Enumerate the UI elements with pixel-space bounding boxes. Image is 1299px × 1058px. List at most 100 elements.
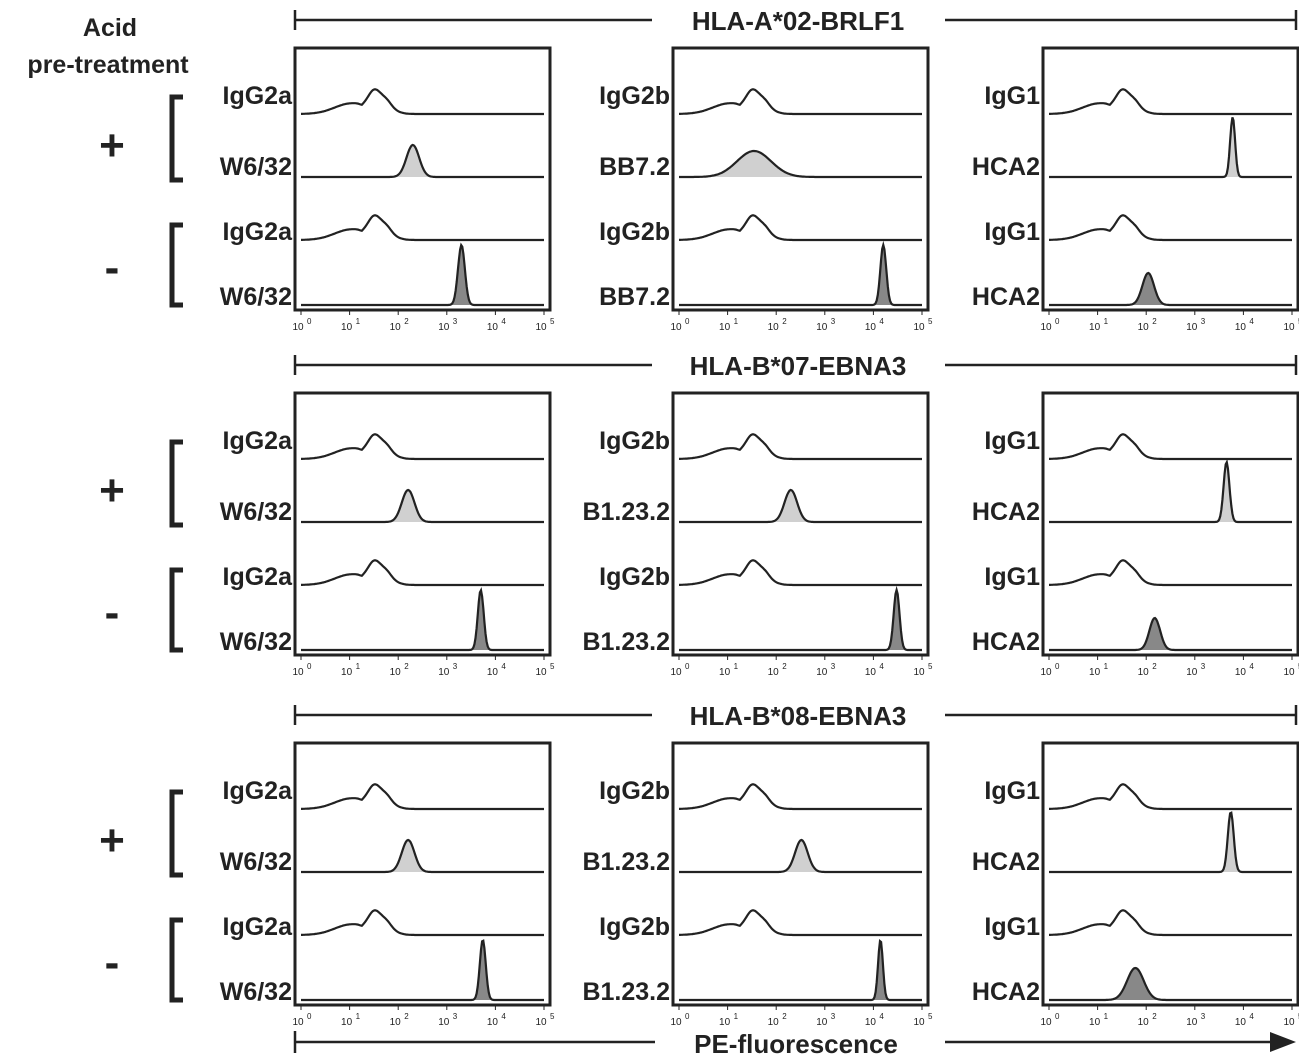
antibody-label: BB7.2 bbox=[599, 283, 670, 311]
acid-plus-histogram bbox=[679, 838, 922, 874]
header-line2: pre-treatment bbox=[27, 51, 189, 79]
acid-plus-histogram-fill bbox=[1049, 117, 1292, 177]
x-tick-label: 10 bbox=[1138, 667, 1150, 678]
x-tick-exponent: 1 bbox=[356, 317, 361, 326]
isotype-label: IgG1 bbox=[984, 218, 1040, 246]
panel-frame bbox=[1041, 741, 1299, 1007]
x-tick-label: 10 bbox=[1283, 667, 1295, 678]
group-title: HLA-A*02-BRLF1 bbox=[692, 6, 904, 36]
x-tick-label: 10 bbox=[1089, 322, 1101, 333]
group-title: HLA-B*08-EBNA3 bbox=[690, 701, 907, 731]
x-axis-label: PE-fluorescence bbox=[694, 1029, 898, 1058]
x-tick-exponent: 1 bbox=[1104, 662, 1109, 671]
acid-minus-histogram-fill bbox=[1049, 968, 1292, 1000]
acid-plus-histogram-fill bbox=[301, 840, 544, 872]
isotype-label: IgG1 bbox=[984, 427, 1040, 455]
x-tick-label: 10 bbox=[1235, 1017, 1247, 1028]
x-tick-label: 10 bbox=[670, 667, 682, 678]
x-tick-exponent: 1 bbox=[1104, 1012, 1109, 1021]
x-tick-label: 10 bbox=[1186, 322, 1198, 333]
isotype-label: IgG2a bbox=[223, 913, 294, 941]
groups-layer: HLA-A*02-BRLF1+-IgG2aW6/32IgG2aW6/321001… bbox=[99, 6, 1299, 1028]
condition-plus-sign: + bbox=[99, 466, 125, 515]
isotype-histogram bbox=[1049, 88, 1292, 116]
x-tick-exponent: 3 bbox=[1201, 662, 1206, 671]
isotype-histogram bbox=[1049, 214, 1292, 242]
panel-frame bbox=[1041, 391, 1299, 657]
condition-bracket bbox=[169, 222, 183, 308]
x-tick-label: 10 bbox=[816, 1017, 828, 1028]
acid-plus-histogram bbox=[679, 488, 922, 524]
antibody-label: W6/32 bbox=[220, 283, 292, 311]
x-tick-exponent: 4 bbox=[501, 662, 506, 671]
x-tick-label: 10 bbox=[865, 322, 877, 333]
x-tick-exponent: 4 bbox=[501, 1012, 506, 1021]
x-tick-exponent: 0 bbox=[307, 317, 312, 326]
panel-3-2: IgG2bB1.23.2IgG2bB1.23.21001011021031041… bbox=[582, 741, 933, 1028]
x-tick-exponent: 4 bbox=[501, 317, 506, 326]
x-tick-label: 10 bbox=[913, 1017, 925, 1028]
group-2: HLA-B*07-EBNA3+-IgG2aW6/32IgG2aW6/321001… bbox=[99, 351, 1299, 678]
isotype-label: IgG2a bbox=[223, 82, 294, 110]
isotype-histogram bbox=[679, 783, 922, 811]
x-tick-exponent: 2 bbox=[782, 1012, 787, 1021]
x-axis-arrow: PE-fluorescence bbox=[293, 1029, 1296, 1058]
acid-plus-histogram-fill bbox=[301, 490, 544, 522]
acid-minus-histogram-fill bbox=[1049, 618, 1292, 650]
isotype-histogram bbox=[301, 88, 544, 116]
x-tick-label: 10 bbox=[438, 322, 450, 333]
antibody-label: HCA2 bbox=[972, 848, 1040, 876]
acid-minus-histogram-fill bbox=[301, 940, 544, 1000]
x-tick-exponent: 3 bbox=[831, 1012, 836, 1021]
acid-plus-histogram-fill bbox=[301, 145, 544, 177]
acid-minus-histogram-fill bbox=[679, 590, 922, 650]
isotype-histogram bbox=[679, 88, 922, 116]
acid-plus-histogram-fill bbox=[1049, 462, 1292, 522]
acid-plus-histogram-fill bbox=[679, 151, 922, 177]
antibody-label: W6/32 bbox=[220, 628, 292, 656]
isotype-histogram bbox=[679, 214, 922, 242]
antibody-label: HCA2 bbox=[972, 153, 1040, 181]
x-tick-label: 10 bbox=[390, 667, 402, 678]
isotype-label: IgG2a bbox=[223, 563, 294, 591]
isotype-histogram bbox=[301, 214, 544, 242]
x-tick-exponent: 4 bbox=[879, 317, 884, 326]
x-tick-label: 10 bbox=[670, 322, 682, 333]
x-tick-exponent: 3 bbox=[1201, 1012, 1206, 1021]
x-tick-label: 10 bbox=[487, 322, 499, 333]
x-tick-label: 10 bbox=[1138, 322, 1150, 333]
x-tick-exponent: 1 bbox=[356, 662, 361, 671]
acid-minus-histogram bbox=[679, 240, 922, 307]
acid-minus-histogram bbox=[1049, 966, 1292, 1002]
x-tick-label: 10 bbox=[292, 322, 304, 333]
x-tick-label: 10 bbox=[292, 667, 304, 678]
acid-plus-histogram bbox=[301, 838, 544, 874]
x-tick-label: 10 bbox=[535, 667, 547, 678]
isotype-label: IgG2b bbox=[599, 563, 670, 591]
isotype-label: IgG1 bbox=[984, 777, 1040, 805]
condition-minus-sign: - bbox=[105, 243, 120, 292]
isotype-histogram bbox=[301, 433, 544, 461]
x-tick-exponent: 2 bbox=[404, 662, 409, 671]
x-tick-label: 10 bbox=[390, 322, 402, 333]
acid-plus-histogram-fill bbox=[679, 840, 922, 872]
x-tick-exponent: 5 bbox=[550, 662, 555, 671]
panel-3-3: IgG1HCA2IgG1HCA2100101102103104105 bbox=[972, 741, 1299, 1028]
isotype-label: IgG2b bbox=[599, 218, 670, 246]
antibody-label: B1.23.2 bbox=[582, 628, 670, 656]
acid-plus-histogram-fill bbox=[679, 490, 922, 522]
x-tick-label: 10 bbox=[719, 667, 731, 678]
x-tick-exponent: 3 bbox=[831, 662, 836, 671]
x-tick-label: 10 bbox=[1283, 322, 1295, 333]
panel-2-2: IgG2bB1.23.2IgG2bB1.23.21001011021031041… bbox=[582, 391, 933, 678]
acid-minus-histogram bbox=[301, 939, 544, 1002]
isotype-label: IgG1 bbox=[984, 913, 1040, 941]
panel-1-3: IgG1HCA2IgG1HCA2100101102103104105 bbox=[972, 46, 1299, 333]
x-tick-label: 10 bbox=[865, 667, 877, 678]
x-tick-label: 10 bbox=[1138, 1017, 1150, 1028]
antibody-label: HCA2 bbox=[972, 283, 1040, 311]
antibody-label: W6/32 bbox=[220, 848, 292, 876]
